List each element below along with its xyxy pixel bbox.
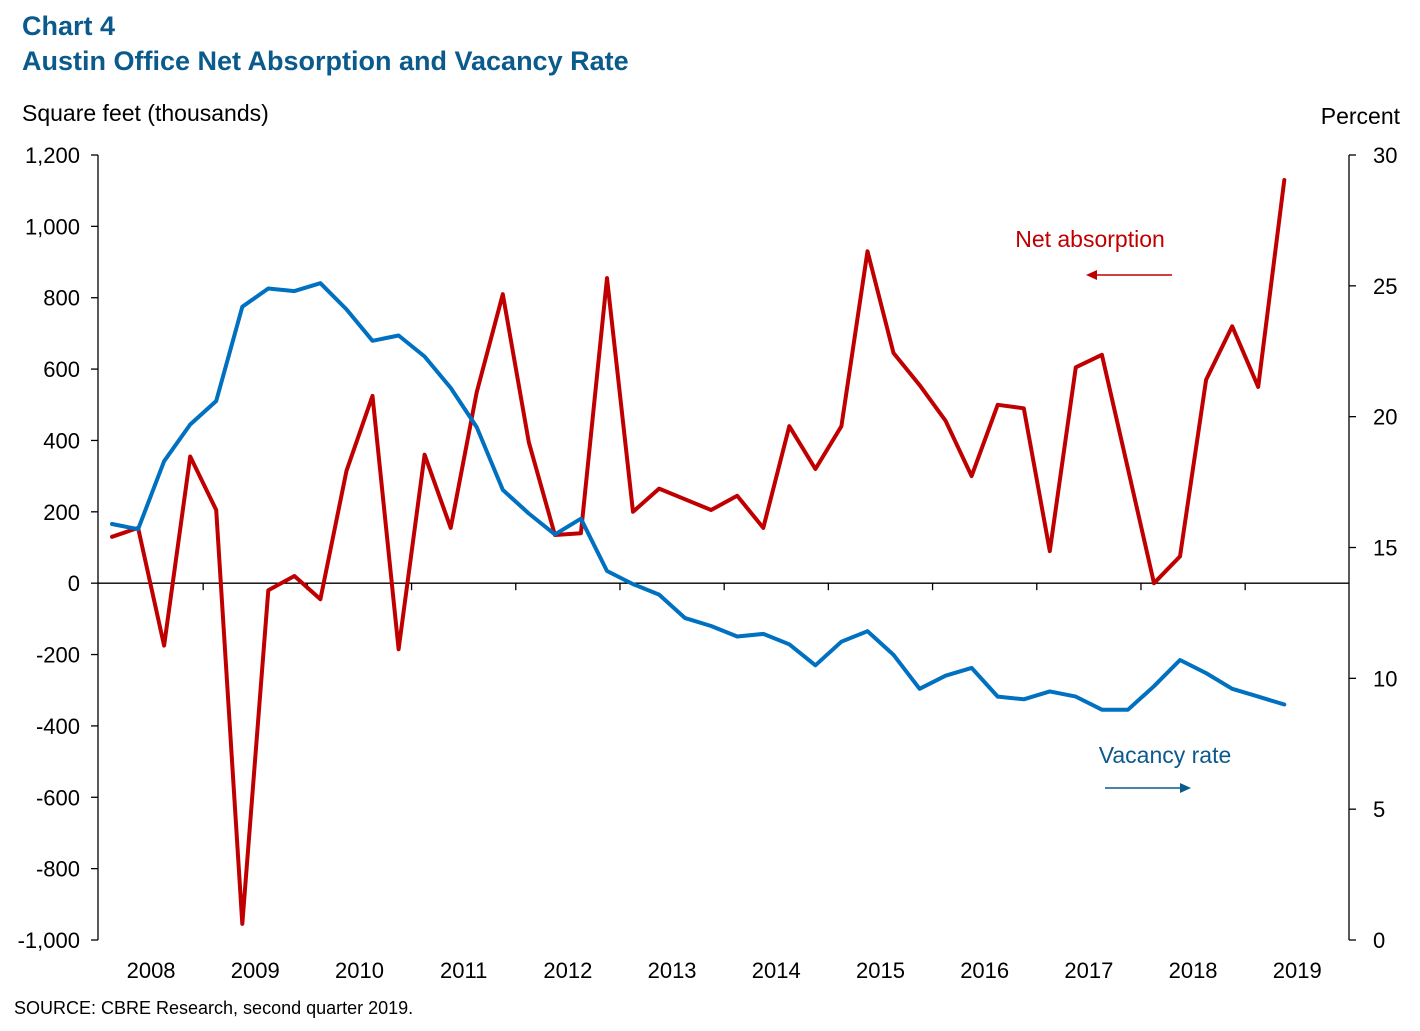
- x-tick-label: 2011: [440, 958, 487, 983]
- y-right-tick-label: 30: [1373, 143, 1397, 168]
- x-tick-label: 2016: [960, 958, 1009, 983]
- x-tick-label: 2010: [335, 958, 384, 983]
- y-right-tick-label: 25: [1373, 274, 1397, 299]
- y-left-tick-label: 600: [43, 357, 80, 382]
- y-left-tick-label: 800: [43, 286, 80, 311]
- y-axis-left-label: Square feet (thousands): [22, 100, 269, 126]
- vacancy-rate-line: [110, 281, 1287, 712]
- y-left-tick-label: 400: [43, 428, 80, 453]
- chart-number: Chart 4: [22, 11, 116, 41]
- y-left-tick-label: 200: [43, 500, 80, 525]
- y-right-tick-label: 5: [1373, 797, 1385, 822]
- y-right-tick-label: 0: [1373, 928, 1385, 953]
- x-tick-label: 2018: [1169, 958, 1218, 983]
- y-left-tick-label: 0: [68, 571, 80, 596]
- y-axis-right-label: Percent: [1320, 103, 1400, 129]
- y-left-tick-label: 1,000: [25, 214, 80, 239]
- x-tick-label: 2017: [1064, 958, 1113, 983]
- net-absorption-line: [110, 178, 1287, 926]
- chart-title: Austin Office Net Absorption and Vacancy…: [22, 46, 629, 76]
- x-tick-label: 2014: [752, 958, 801, 983]
- y-right-tick-label: 10: [1373, 666, 1397, 691]
- y-left-tick-label: -1,000: [18, 928, 80, 953]
- source-note: SOURCE: CBRE Research, second quarter 20…: [14, 998, 414, 1018]
- vacancy-rate-label: Vacancy rate: [1099, 742, 1232, 768]
- vacancy-rate-arrow-head: [1180, 783, 1191, 793]
- net-absorption-label: Net absorption: [1015, 226, 1165, 252]
- y-right-tick-label: 15: [1373, 536, 1397, 561]
- y-left-tick-label: -200: [36, 643, 80, 668]
- x-tick-label: 2008: [127, 958, 176, 983]
- x-tick-label: 2012: [543, 958, 592, 983]
- y-left-tick-label: -800: [36, 857, 80, 882]
- y-right-tick-label: 20: [1373, 405, 1397, 430]
- y-left-tick-label: -400: [36, 714, 80, 739]
- y-left-tick-label: 1,200: [25, 143, 80, 168]
- y-left-tick-label: -600: [36, 785, 80, 810]
- x-tick-label: 2013: [648, 958, 697, 983]
- net-absorption-arrow-head: [1086, 270, 1097, 280]
- x-tick-label: 2019: [1273, 958, 1322, 983]
- x-tick-label: 2009: [231, 958, 280, 983]
- x-tick-label: 2015: [856, 958, 905, 983]
